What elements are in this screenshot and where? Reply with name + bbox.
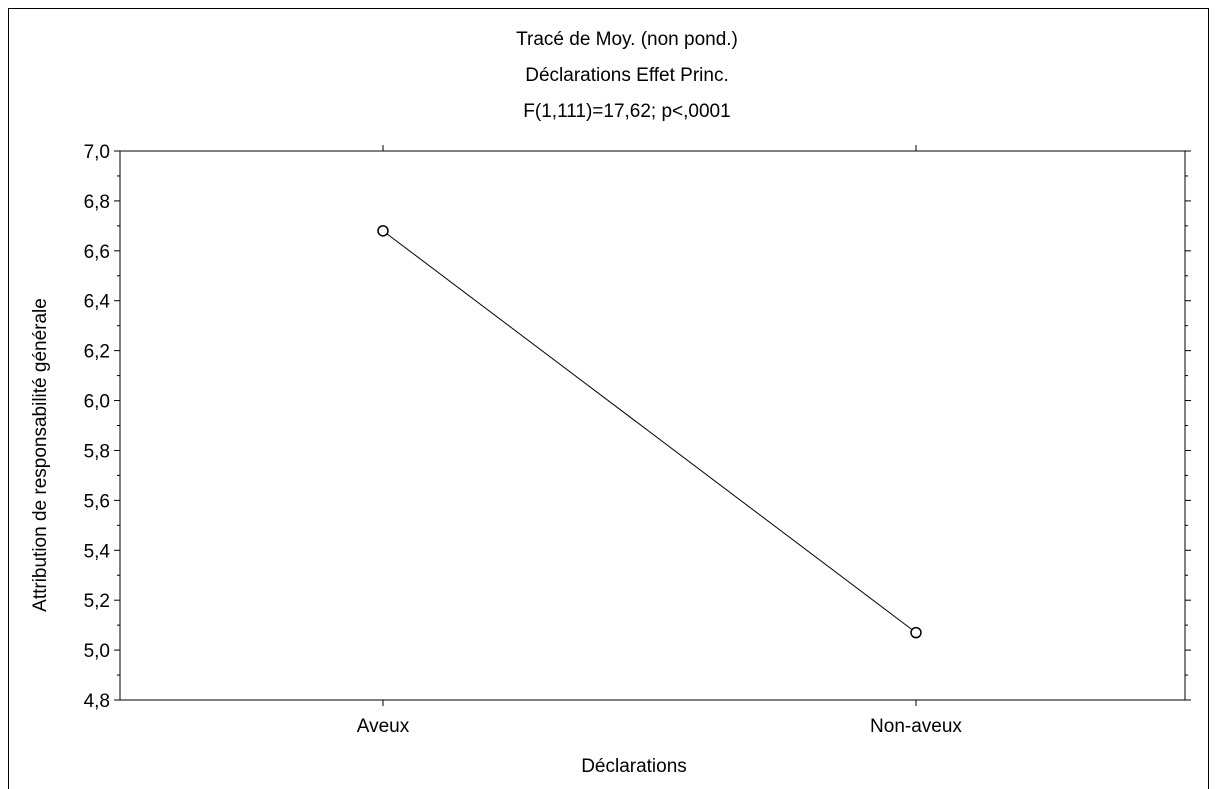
y-tick-label: 4,8 — [84, 691, 110, 712]
y-tick-label: 5,0 — [84, 641, 110, 662]
y-tick-label: 6,4 — [84, 292, 111, 313]
y-tick-label: 6,6 — [84, 242, 110, 263]
y-axis: 4,8 5,0 5,2 5,4 5,6 5,8 6,0 6,2 6,4 6,6 6,8 7,0 — [84, 142, 1191, 712]
data-point-aveux — [377, 225, 389, 237]
data-point-non-aveux — [910, 626, 922, 639]
series-means — [377, 225, 922, 639]
x-tick-label: Aveux — [357, 716, 410, 737]
chart-title-line-1: Tracé de Moy. (non pond.) — [516, 29, 738, 50]
x-axis: Aveux Non-aveux — [357, 145, 962, 737]
x-tick-label: Non-aveux — [870, 716, 962, 737]
plot-area — [119, 150, 1186, 701]
series-line — [382, 230, 917, 634]
y-tick-label: 5,2 — [84, 591, 110, 612]
chart-title-line-3: F(1,111)=17,62; p<,0001 — [523, 101, 730, 122]
y-tick-label: 5,8 — [84, 441, 110, 462]
y-axis-label: Attribution de responsabilité générale — [30, 298, 51, 612]
y-tick-label: 7,0 — [84, 142, 110, 163]
x-axis-label: Déclarations — [581, 756, 687, 777]
y-tick-label: 5,6 — [84, 491, 110, 512]
y-tick-label: 5,4 — [84, 541, 111, 562]
y-tick-label: 6,8 — [84, 192, 110, 213]
y-tick-label: 6,0 — [84, 392, 110, 413]
chart-frame — [8, 8, 1209, 789]
y-tick-label: 6,2 — [84, 342, 110, 363]
chart-title-line-2: Déclarations Effet Princ. — [525, 65, 728, 86]
